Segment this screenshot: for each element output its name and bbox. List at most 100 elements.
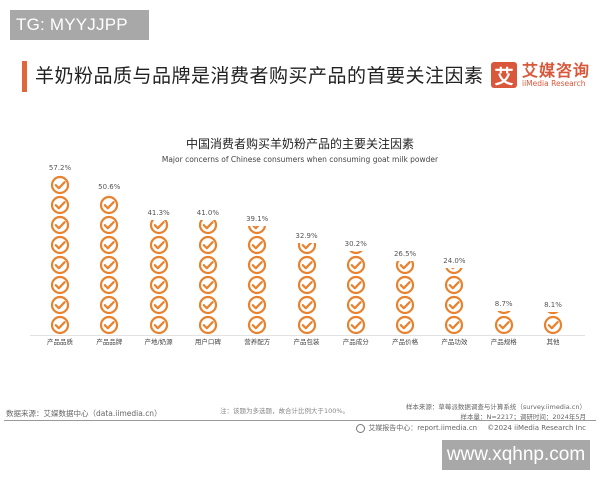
footnote: 注：该题为多选题，故合计比例大于100%。: [220, 407, 350, 415]
check-circle-icon: [50, 295, 70, 315]
headline-accent-bar: [22, 61, 27, 92]
watermark-top: TG: MYYJJPP: [10, 10, 149, 40]
category-label: 产品包装: [293, 338, 320, 346]
value-label: 30.2%: [344, 239, 367, 248]
check-circle-icon: [149, 235, 168, 255]
logo-name-cn: 艾媒咨询: [522, 61, 591, 80]
check-circle-icon: [149, 255, 168, 275]
value-label: 8.7%: [494, 299, 513, 308]
iimedia-logo: 艾 艾媒咨询 iiMedia Research: [491, 59, 590, 91]
check-circle-icon: [346, 315, 365, 335]
value-label: 39.1%: [246, 214, 269, 223]
category-label: 营养配方: [244, 338, 271, 346]
check-circle-icon: [395, 275, 415, 295]
check-circle-icon: [248, 235, 267, 255]
report-center: 艾媒报告中心：report.iimedia.cn ©2024 iiMedia R…: [356, 423, 586, 433]
value-label: 57.2%: [48, 164, 72, 172]
value-label: 41.3%: [147, 208, 170, 217]
check-circle-icon: [445, 315, 464, 335]
check-circle-icon: [50, 195, 70, 215]
check-circle-icon: [346, 275, 365, 295]
check-circle-icon: [395, 315, 415, 335]
check-circle-icon: [100, 195, 119, 215]
value-label: 8.1%: [544, 301, 562, 310]
bar-column: 39.1%: [237, 215, 277, 335]
value-label: 50.6%: [98, 182, 121, 191]
check-circle-icon: [100, 235, 119, 255]
check-circle-icon: [198, 220, 217, 235]
icon-stack: [296, 243, 318, 335]
bar-column: 8.7%: [484, 300, 524, 335]
check-circle-icon: [100, 275, 119, 295]
chart-title: 中国消费者购买羊奶粉产品的主要关注因素: [185, 137, 414, 151]
logo-name-en: iiMedia Research: [522, 79, 586, 88]
check-circle-icon: [100, 215, 119, 235]
icon-stack: [98, 193, 120, 336]
category-label: 产品价格: [392, 338, 419, 346]
bar-column: 41.3%: [139, 209, 179, 336]
icon-stack: [493, 310, 515, 335]
check-circle-icon: [494, 315, 513, 335]
check-circle-icon: [198, 235, 217, 255]
check-circle-icon: [297, 315, 316, 335]
check-circle-icon: [198, 255, 217, 275]
icon-stack: [49, 175, 71, 335]
category-label: 产品规格: [490, 338, 517, 346]
check-circle-icon: [297, 255, 316, 275]
category-label: 用户口碑: [194, 338, 221, 346]
logo-mark-icon: 艾: [491, 62, 517, 88]
check-circle-icon: [198, 295, 217, 315]
icon-stack: [197, 220, 219, 335]
category-label: 产地/奶源: [144, 338, 173, 346]
check-circle-icon: [248, 275, 267, 295]
icon-stack: [246, 225, 268, 335]
check-circle-icon: [50, 235, 70, 255]
value-label: 24.0%: [443, 256, 466, 265]
check-circle-icon: [248, 225, 267, 235]
check-circle-icon: [50, 255, 70, 275]
check-circle-icon: [346, 255, 365, 275]
check-circle-icon: [50, 275, 70, 295]
bar-column: 30.2%: [336, 240, 376, 336]
sample-size: 样本量：N=2217；调研时间：2024年5月: [460, 413, 586, 421]
check-circle-icon: [547, 312, 559, 315]
check-circle-icon: [50, 175, 70, 195]
check-circle-icon: [248, 255, 267, 275]
bar-column: 41.0%: [188, 209, 228, 335]
chart-baseline: [30, 335, 585, 336]
report-center-link[interactable]: 艾媒报告中心：report.iimedia.cn: [368, 424, 478, 432]
check-circle-icon: [50, 315, 70, 335]
bar-column: 32.9%: [287, 232, 327, 335]
icon-stack: [148, 219, 170, 336]
value-label: 32.9%: [295, 232, 318, 240]
sample-source: 样本来源：草莓派数据调查与计算系统（survey.iimedia.cn）: [405, 403, 586, 411]
category-label: 产品成分: [342, 338, 369, 346]
icon-stack: [542, 312, 564, 335]
check-circle-icon: [297, 295, 316, 315]
check-circle-icon: [198, 315, 217, 335]
bar-column: 26.5%: [385, 250, 425, 335]
check-circle-icon: [297, 243, 316, 255]
bar-column: 57.2%: [40, 164, 80, 335]
check-circle-icon: [346, 295, 365, 315]
copyright: ©2024 iiMedia Research Inc: [487, 424, 586, 432]
footer-divider: [4, 420, 596, 421]
chart-subtitle: Major concerns of Chinese consumers when…: [161, 155, 439, 164]
check-circle-icon: [149, 219, 168, 235]
globe-icon: [356, 423, 366, 433]
check-circle-icon: [100, 255, 119, 275]
data-source: 数据来源：艾媒数据中心（data.iimedia.cn）: [6, 409, 162, 418]
bar-column: 50.6%: [89, 183, 129, 336]
icon-stack: [394, 260, 416, 335]
check-circle-icon: [395, 260, 415, 275]
check-circle-icon: [297, 275, 316, 295]
category-label: 产品品质: [47, 338, 73, 346]
check-circle-icon: [149, 315, 168, 335]
category-label: 产品功效: [441, 338, 468, 346]
check-circle-icon: [50, 215, 70, 235]
check-circle-icon: [348, 250, 364, 255]
category-label: 产品品牌: [96, 338, 123, 346]
check-circle-icon: [496, 310, 511, 315]
bar-column: 8.1%: [533, 301, 573, 335]
check-circle-icon: [248, 295, 267, 315]
